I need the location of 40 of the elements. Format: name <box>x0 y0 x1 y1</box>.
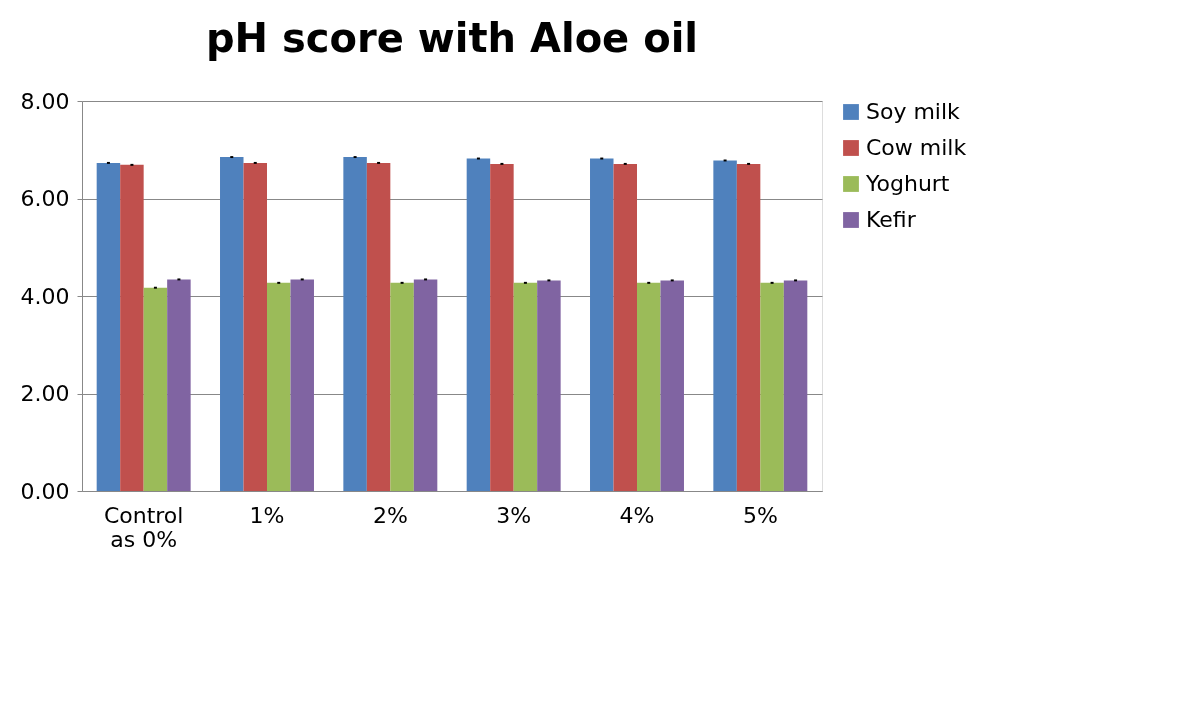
bar <box>490 163 514 491</box>
bar <box>660 280 684 491</box>
bar <box>713 160 737 491</box>
bar <box>343 157 367 491</box>
y-tick-label: 8.00 <box>20 88 70 114</box>
x-tick-label: 2% <box>372 502 408 528</box>
bar <box>637 282 661 491</box>
legend-label: Kefir <box>866 207 917 232</box>
y-tick-label: 4.00 <box>20 283 70 309</box>
x-tick-label: Control as 0% <box>103 502 184 552</box>
bar <box>466 158 491 491</box>
bar <box>143 287 168 491</box>
bar <box>220 157 244 491</box>
bar <box>120 164 144 491</box>
bar <box>783 280 808 491</box>
legend-label: Cow milk <box>866 135 967 160</box>
bar <box>537 280 561 491</box>
y-tick-label: 0.00 <box>20 478 70 504</box>
bar <box>243 162 267 491</box>
legend-label: Soy milk <box>866 99 961 124</box>
legend-label: Yoghurt <box>865 171 950 196</box>
bar <box>413 279 438 491</box>
x-tick-label: 3% <box>496 502 532 528</box>
bar <box>390 282 414 491</box>
bar <box>613 163 637 491</box>
bar <box>290 279 314 491</box>
x-tick-label: 5% <box>742 502 778 528</box>
x-tick-label: 1% <box>249 502 285 528</box>
bar <box>366 162 391 491</box>
bar <box>513 282 538 491</box>
bar <box>760 282 784 491</box>
bar <box>267 282 291 491</box>
y-tick-label: 6.00 <box>20 186 70 211</box>
bar <box>167 279 191 491</box>
bar <box>736 163 761 491</box>
bar <box>96 162 121 491</box>
x-tick-label: 4% <box>619 502 655 528</box>
chart-title: pH score with Aloe oil <box>205 15 699 61</box>
y-tick-label: 2.00 <box>20 381 70 406</box>
bar <box>590 158 614 491</box>
